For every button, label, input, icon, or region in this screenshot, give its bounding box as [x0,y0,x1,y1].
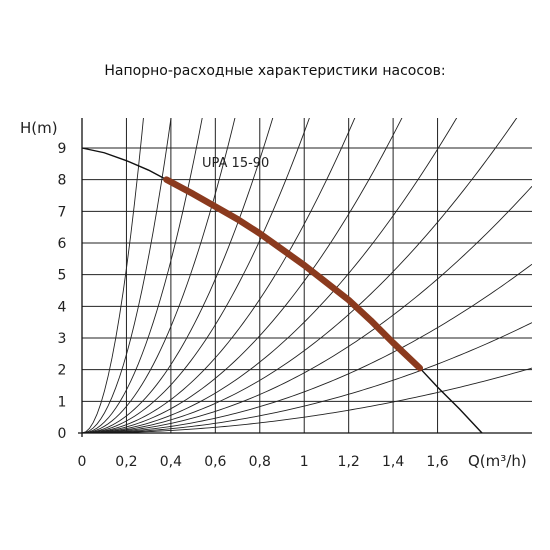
tick-labels: 0 1 2 3 4 5 6 7 8 9 0 0,2 0,4 0,6 0,8 1 1,2 1,4 1,6 [58,141,449,470]
system-curve [82,185,532,433]
x-tick-label: 0,6 [204,454,226,470]
y-axis-title: H(m) [20,119,58,137]
x-tick-label: 0,4 [160,454,182,470]
x-tick-label: 0,2 [115,454,137,470]
series-line-upa-15-90 [163,176,424,372]
system-curve [82,118,203,433]
system-curve [82,118,458,433]
system-curve [82,118,403,433]
y-tick-label: 0 [58,426,67,442]
axes [78,118,532,437]
system-curve [82,118,518,433]
y-tick-label: 2 [58,363,67,379]
system-curve [82,118,144,433]
system-curve [82,118,172,433]
x-tick-label: 0,8 [249,454,271,470]
system-curve [82,118,310,433]
x-axis-title: Q(m³/h) [468,452,527,470]
y-tick-label: 3 [58,331,67,347]
series-layer [163,176,424,372]
system-curve [82,118,274,433]
system-curve [82,118,236,433]
y-tick-label: 6 [58,236,67,252]
y-tick-label: 7 [58,204,67,220]
y-tick-label: 9 [58,141,67,157]
x-tick-label: 1,4 [382,454,404,470]
system-curve [82,263,532,433]
system-curve [82,322,532,433]
y-tick-label: 4 [58,299,67,315]
y-tick-label: 8 [58,173,67,189]
x-tick-label: 1 [300,454,309,470]
page-title: Напорно-расходные характеристики насосов… [104,63,446,79]
y-tick-label: 1 [58,394,67,410]
x-tick-label: 1,6 [426,454,448,470]
x-tick-label: 1,2 [338,454,360,470]
system-curves [82,118,532,433]
x-tick-label: 0 [78,454,87,470]
system-curve [82,367,532,433]
series-label-upa-15-90: UPA 15-90 [202,156,269,171]
y-tick-label: 5 [58,268,67,284]
system-curve [82,118,356,433]
grid-lines [82,118,532,433]
